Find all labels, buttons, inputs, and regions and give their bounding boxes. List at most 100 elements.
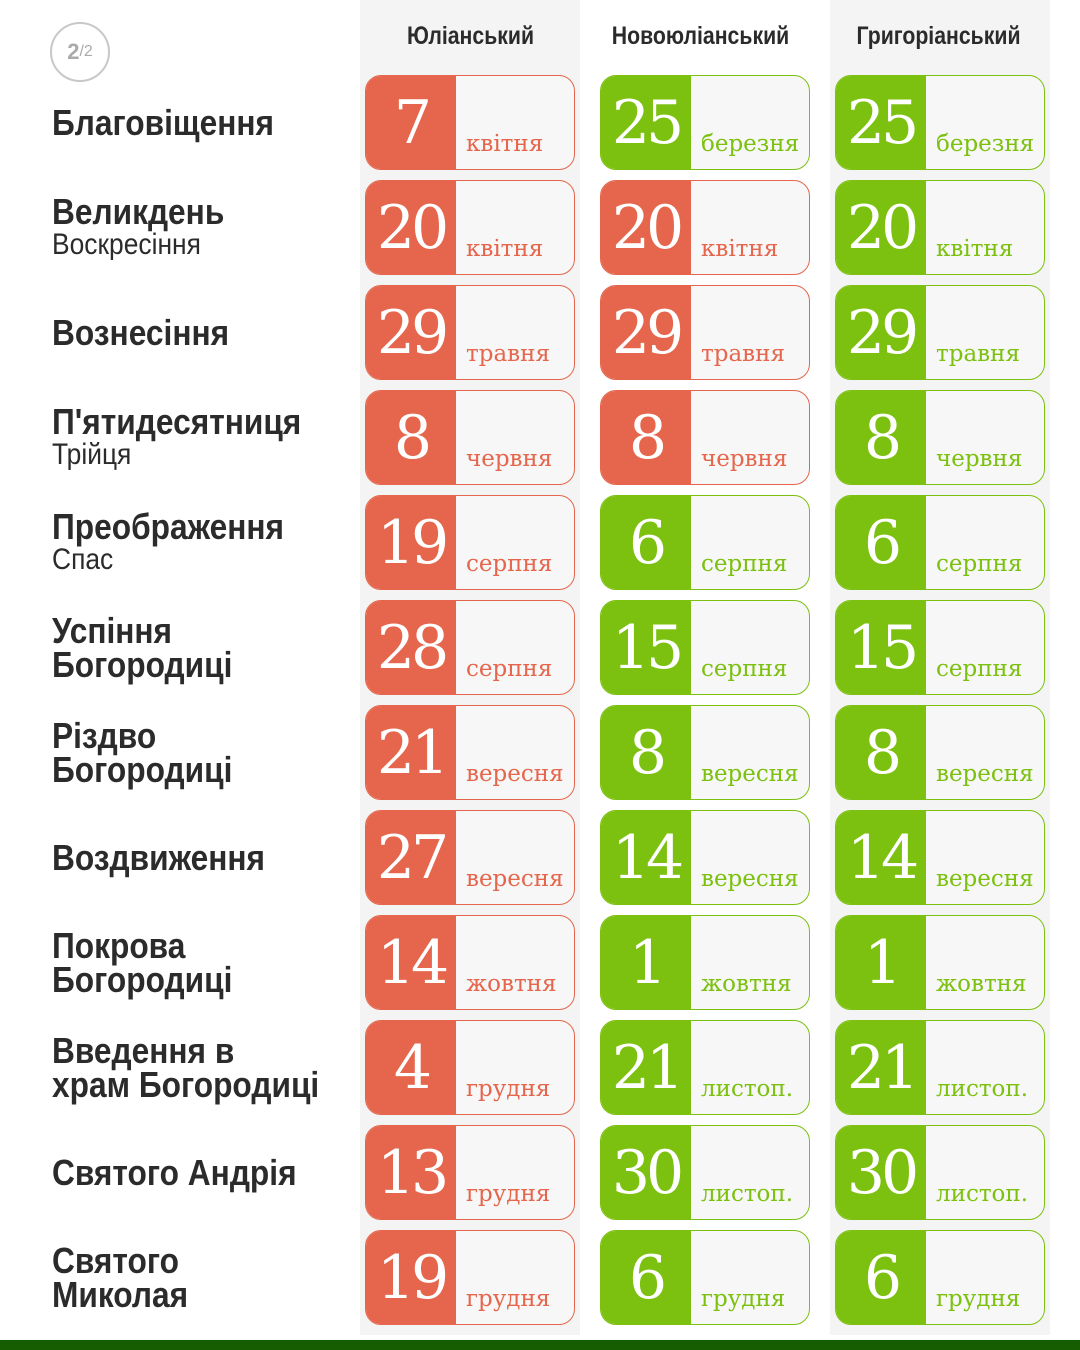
date-month: вересня <box>466 866 564 892</box>
holiday-label: Вознесіння <box>52 285 357 380</box>
holiday-title: Різдво Богородиці <box>52 714 233 790</box>
holiday-label: Різдво Богородиці <box>52 705 357 800</box>
holiday-title: Святого Миколая <box>52 1239 189 1315</box>
date-month: квітня <box>701 236 779 262</box>
date-month: жовтня <box>466 971 557 997</box>
date-card: 21 листоп. <box>600 1020 810 1115</box>
holiday-title: Великдень <box>52 190 225 232</box>
holiday-label: Успіння Богородиці <box>52 600 357 695</box>
holiday-title: Воздвиження <box>52 836 266 878</box>
date-card: 25 березня <box>600 75 810 170</box>
date-month: грудня <box>466 1076 551 1102</box>
date-month: грудня <box>701 1286 786 1312</box>
date-card: 14 вересня <box>835 810 1045 905</box>
date-day: 20 <box>601 181 691 274</box>
date-day: 30 <box>601 1126 691 1219</box>
column-header-new-julian: Новоюліанський <box>611 22 790 50</box>
date-card: 21 вересня <box>365 705 575 800</box>
holiday-title: Вознесіння <box>52 311 230 353</box>
holiday-label: Святого Андрія <box>52 1125 357 1220</box>
date-day: 21 <box>366 706 456 799</box>
date-day: 15 <box>836 601 926 694</box>
date-day: 19 <box>366 496 456 589</box>
page-total: /2 <box>79 43 93 60</box>
date-month: серпня <box>936 551 1023 577</box>
holiday-title: Введення в храм Богородиці <box>52 1029 320 1105</box>
date-month: вересня <box>466 761 564 787</box>
date-month: червня <box>701 446 788 472</box>
date-month: серпня <box>466 656 553 682</box>
date-day: 7 <box>366 76 456 169</box>
date-day: 8 <box>601 706 691 799</box>
holiday-title: П'ятидесятниця <box>52 400 302 442</box>
date-card: 29 травня <box>365 285 575 380</box>
date-day: 6 <box>601 1231 691 1324</box>
date-day: 6 <box>601 496 691 589</box>
date-card: 8 вересня <box>600 705 810 800</box>
holiday-label: Покрова Богородиці <box>52 915 357 1010</box>
holiday-label: Святого Миколая <box>52 1230 357 1325</box>
date-card: 13 грудня <box>365 1125 575 1220</box>
date-day: 14 <box>836 811 926 904</box>
date-day: 25 <box>836 76 926 169</box>
date-card: 30 листоп. <box>835 1125 1045 1220</box>
date-day: 8 <box>366 391 456 484</box>
date-day: 1 <box>836 916 926 1009</box>
date-month: серпня <box>701 551 788 577</box>
date-month: грудня <box>466 1286 551 1312</box>
holiday-title: Благовіщення <box>52 101 275 143</box>
date-card: 25 березня <box>835 75 1045 170</box>
date-month: серпня <box>936 656 1023 682</box>
date-card: 19 грудня <box>365 1230 575 1325</box>
date-card: 6 грудня <box>835 1230 1045 1325</box>
column-header-julian: Юліанський <box>406 22 535 50</box>
date-day: 8 <box>601 391 691 484</box>
date-month: квітня <box>466 131 544 157</box>
holiday-label: Благовіщення <box>52 75 357 170</box>
date-card: 8 червня <box>365 390 575 485</box>
date-month: листоп. <box>701 1076 794 1102</box>
date-day: 15 <box>601 601 691 694</box>
date-card: 6 серпня <box>600 495 810 590</box>
date-card: 8 червня <box>835 390 1045 485</box>
holiday-title: Покрова Богородиці <box>52 924 233 1000</box>
page-indicator: 2/2 <box>50 22 110 82</box>
holiday-label: Великдень Воскресіння <box>52 180 357 275</box>
date-card: 4 грудня <box>365 1020 575 1115</box>
date-day: 4 <box>366 1021 456 1114</box>
date-month: серпня <box>466 551 553 577</box>
date-month: вересня <box>936 866 1034 892</box>
date-day: 8 <box>836 391 926 484</box>
date-month: грудня <box>466 1181 551 1207</box>
date-month: жовтня <box>701 971 792 997</box>
date-card: 14 жовтня <box>365 915 575 1010</box>
date-day: 13 <box>366 1126 456 1219</box>
date-day: 21 <box>836 1021 926 1114</box>
date-card: 6 грудня <box>600 1230 810 1325</box>
date-month: вересня <box>701 761 799 787</box>
date-month: серпня <box>701 656 788 682</box>
date-day: 30 <box>836 1126 926 1219</box>
date-card: 30 листоп. <box>600 1125 810 1220</box>
holiday-label: Воздвиження <box>52 810 357 905</box>
date-day: 6 <box>836 496 926 589</box>
date-card: 21 листоп. <box>835 1020 1045 1115</box>
date-month: грудня <box>936 1286 1021 1312</box>
date-card: 15 серпня <box>835 600 1045 695</box>
date-card: 7 квітня <box>365 75 575 170</box>
date-day: 14 <box>601 811 691 904</box>
date-day: 14 <box>366 916 456 1009</box>
date-month: травня <box>466 341 550 367</box>
date-day: 8 <box>836 706 926 799</box>
holiday-subtitle: Воскресіння <box>52 227 201 261</box>
date-card: 19 серпня <box>365 495 575 590</box>
date-day: 19 <box>366 1231 456 1324</box>
date-month: червня <box>936 446 1023 472</box>
holiday-subtitle: Трійця <box>52 437 132 471</box>
date-day: 1 <box>601 916 691 1009</box>
date-day: 27 <box>366 811 456 904</box>
date-card: 15 серпня <box>600 600 810 695</box>
date-month: листоп. <box>701 1181 794 1207</box>
date-day: 6 <box>836 1231 926 1324</box>
holiday-title: Святого Андрія <box>52 1151 297 1193</box>
